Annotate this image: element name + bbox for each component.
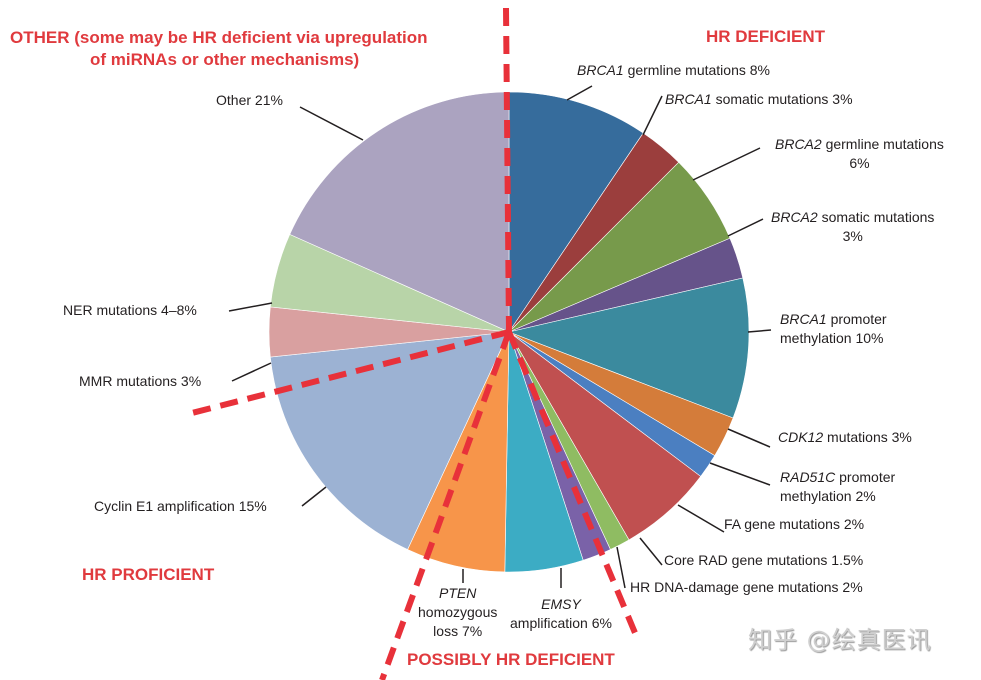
- label-fa-gene: FA gene mutations 2%: [724, 516, 865, 532]
- label-brca2-germline: BRCA2 germline mutations 6%: [775, 136, 944, 171]
- label-brca2-somatic: BRCA2 somatic mutations 3%: [771, 209, 935, 244]
- label-cyclin-e1: Cyclin E1 amplification 15%: [94, 498, 267, 514]
- pie-slice: [508, 91, 644, 333]
- label-rad51c: RAD51C promoter methylation 2%: [780, 469, 896, 504]
- label-brca1-promoter: BRCA1 promoter methylation 10%: [780, 311, 887, 346]
- possibly-hr-deficient-title: POSSIBLY HR DEFICIENT: [407, 650, 615, 669]
- group-dividers: [191, 7, 641, 680]
- hr-proficient-title: HR PROFICIENT: [82, 565, 215, 584]
- leader-lines: [228, 85, 772, 589]
- label-other: Other 21%: [216, 92, 283, 108]
- pie-slices: [268, 91, 750, 573]
- label-emsy: EMSY amplification 6%: [510, 596, 612, 631]
- label-mmr: MMR mutations 3%: [79, 373, 202, 389]
- pie-slice: [289, 91, 510, 333]
- hr-deficient-title: HR DEFICIENT: [706, 27, 825, 46]
- label-hr-dna-damage: HR DNA-damage gene mutations 2%: [630, 579, 863, 595]
- label-cdk12: CDK12 mutations 3%: [778, 429, 912, 445]
- watermark: 知乎 @绘真医讯: [748, 626, 932, 654]
- label-pten: PTEN homozygous loss 7%: [418, 585, 498, 639]
- label-core-rad: Core RAD gene mutations 1.5%: [664, 552, 864, 568]
- pie-slice: [269, 331, 510, 550]
- pie-slice: [507, 277, 750, 419]
- other-group-title: OTHER (some may be HR deficient via upre…: [10, 28, 428, 69]
- label-ner: NER mutations 4–8%: [63, 302, 197, 318]
- label-brca1-somatic: BRCA1 somatic mutations 3%: [665, 91, 853, 107]
- label-brca1-germline: BRCA1 germline mutations 8%: [577, 62, 770, 78]
